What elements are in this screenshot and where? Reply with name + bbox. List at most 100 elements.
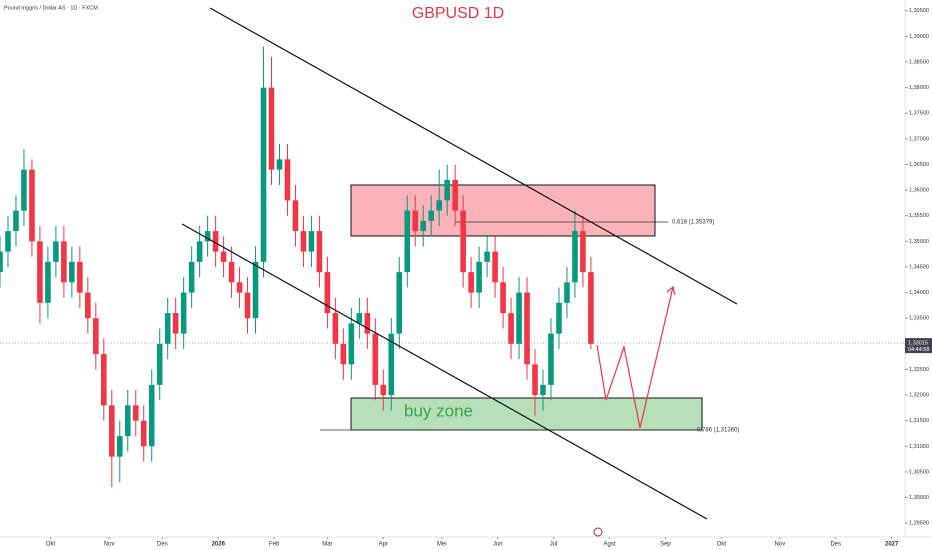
candle-body (324, 272, 331, 314)
candle-body (61, 241, 67, 283)
candle-body (308, 231, 315, 252)
candle-body (508, 313, 514, 344)
candle-body (85, 292, 91, 319)
x-tick-label: Okt (717, 542, 727, 548)
candle-body (172, 313, 179, 334)
candle-body (108, 405, 115, 457)
candle-body (21, 169, 27, 211)
y-tick-label: 1,35000 (909, 239, 929, 245)
candle-body (460, 210, 466, 273)
y-tick-label: 1,34000 (909, 290, 929, 296)
y-tick-label: 1,31000 (909, 444, 929, 450)
candle-body (77, 261, 83, 293)
candle-body (428, 210, 435, 221)
candle-body (300, 231, 307, 252)
fib-label: 0,618 (1,35379) (672, 220, 714, 226)
candle-body (252, 261, 259, 319)
candle-body (500, 282, 506, 314)
candle-body (29, 169, 35, 242)
candle-body (116, 436, 123, 457)
candle-body (476, 261, 482, 293)
candle-body (332, 313, 339, 344)
candle-body (412, 210, 419, 232)
x-tick-label: Mei (437, 542, 447, 548)
y-tick-label: 1,30500 (909, 469, 929, 475)
candle-body (244, 292, 251, 319)
candles (0, 46, 594, 488)
y-tick-label: 1,32000 (909, 393, 929, 399)
y-tick-label: 1,39500 (909, 8, 929, 14)
candle-body (148, 384, 155, 447)
candle-body (388, 333, 395, 396)
y-tick-label: 1,29500 (909, 521, 929, 527)
candle-body (316, 231, 323, 273)
x-tick-label: Feb (269, 542, 280, 548)
countdown-label: 04:44:58 (908, 347, 929, 353)
last-price-box (905, 338, 932, 354)
trend-line (209, 7, 738, 305)
candle-body (220, 251, 227, 262)
x-tick-label: Jul (550, 542, 558, 548)
candle-body (284, 159, 291, 201)
candle-body (372, 333, 379, 385)
y-tick-label: 1,35500 (909, 213, 929, 219)
candle-body (564, 282, 570, 303)
x-tick-label: Des (157, 542, 168, 548)
y-tick-label: 1,38500 (909, 59, 929, 65)
candle-body (101, 354, 107, 406)
y-tick-label: 1,32500 (909, 367, 929, 373)
candle-body (468, 272, 474, 293)
candle-body (188, 261, 195, 293)
y-tick-label: 1,36500 (909, 162, 929, 168)
candle-body (516, 292, 522, 344)
candle-body (364, 313, 371, 334)
candle-body (204, 231, 211, 242)
candle-body (444, 179, 450, 201)
candle-body (548, 333, 554, 385)
y-tick-label: 1,31500 (909, 418, 929, 424)
candle-body (436, 200, 442, 211)
candle-body (276, 159, 283, 170)
last-price-label: 1,33015 (908, 341, 928, 347)
zone-label: buy zone (404, 401, 473, 420)
candle-body (340, 343, 347, 365)
x-tick-label: Sep (660, 542, 671, 548)
y-tick-label: 1,36000 (909, 188, 929, 194)
candle-body (532, 364, 538, 396)
candle-body (356, 313, 363, 324)
y-tick-label: 1,34500 (909, 264, 929, 270)
candle-body (13, 210, 19, 232)
x-tick-label: Des (830, 542, 841, 548)
y-tick-label: 1,39000 (909, 34, 929, 40)
candle-body (156, 343, 163, 385)
candle-body (556, 302, 562, 334)
candle-body (292, 200, 299, 232)
candle-body (196, 241, 203, 262)
candle-body (164, 313, 171, 344)
fib-label: 0,786 (1,31360) (697, 428, 739, 434)
chart-title: GBPUSD 1D (412, 5, 504, 22)
trend-line (181, 223, 708, 520)
candle-body (380, 384, 387, 396)
candle-body (212, 231, 219, 252)
candle-body (524, 292, 530, 365)
candle-body (572, 231, 578, 283)
candle-body (588, 272, 594, 344)
candle-body (124, 405, 131, 437)
candle-body (580, 231, 586, 273)
candle-body (404, 210, 411, 273)
symbol-header: Pound Inggris / Dollar AS · 1D · FXCM (4, 5, 98, 11)
candle-body (348, 323, 355, 365)
x-tick-label: Nov (775, 542, 786, 548)
x-tick-label: Mar (322, 542, 332, 548)
candle-body (45, 261, 51, 303)
candle-body (53, 241, 59, 262)
candle-body (260, 87, 267, 262)
supply-zone (350, 184, 656, 237)
event-icon[interactable] (593, 527, 603, 537)
x-tick-label: Jun (493, 542, 503, 548)
x-tick-label: 2026 (212, 542, 226, 548)
candle-body (228, 261, 235, 283)
candle-body (236, 282, 243, 293)
